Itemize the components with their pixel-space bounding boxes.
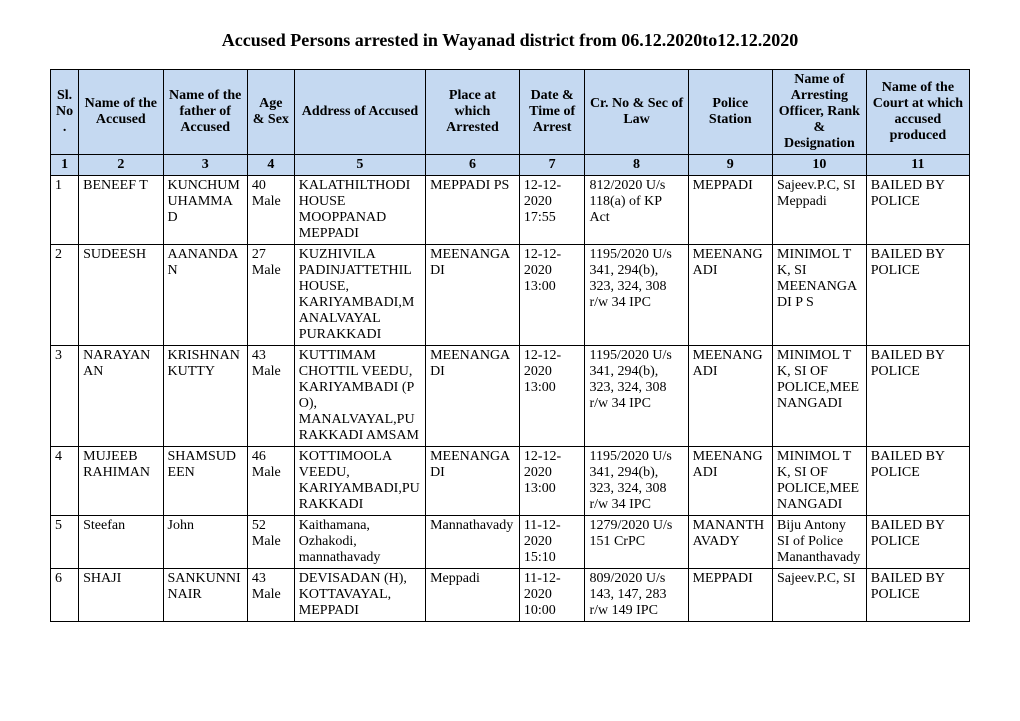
cell: 43 Male — [247, 569, 294, 622]
table-row: 6 SHAJI SANKUNNI NAIR 43 Male DEVISADAN … — [51, 569, 970, 622]
cell: BAILED BY POLICE — [866, 176, 969, 245]
cell: 5 — [51, 516, 79, 569]
cell: MEPPADI PS — [426, 176, 520, 245]
cell: 1279/2020 U/s 151 CrPC — [585, 516, 688, 569]
cell: BAILED BY POLICE — [866, 245, 969, 346]
cell: 812/2020 U/s 118(a) of KP Act — [585, 176, 688, 245]
col-number: 2 — [79, 155, 163, 176]
cell: 1195/2020 U/s 341, 294(b), 323, 324, 308… — [585, 447, 688, 516]
col-number: 5 — [294, 155, 425, 176]
arrests-table: Sl. No. Name of the Accused Name of the … — [50, 69, 970, 622]
cell: John — [163, 516, 247, 569]
table-row: 2 SUDEESH AANANDAN 27 Male KUZHIVILA PAD… — [51, 245, 970, 346]
col-header: Age & Sex — [247, 70, 294, 155]
table-row: 5 Steefan John 52 Male Kaithamana, Ozhak… — [51, 516, 970, 569]
col-header: Name of the Court at which accused produ… — [866, 70, 969, 155]
col-header: Sl. No. — [51, 70, 79, 155]
table-row: 1 BENEEF T KUNCHUMUHAMMAD 40 Male KALATH… — [51, 176, 970, 245]
cell: Sajeev.P.C, SI Meppadi — [773, 176, 867, 245]
cell: SHAJI — [79, 569, 163, 622]
page-title: Accused Persons arrested in Wayanad dist… — [50, 30, 970, 51]
cell: MANANTHAVADY — [688, 516, 772, 569]
cell: 12-12-2020 13:00 — [519, 245, 585, 346]
header-row: Sl. No. Name of the Accused Name of the … — [51, 70, 970, 155]
col-number: 9 — [688, 155, 772, 176]
col-number: 3 — [163, 155, 247, 176]
cell: KUZHIVILA PADINJATTETHIL HOUSE, KARIYAMB… — [294, 245, 425, 346]
col-number: 8 — [585, 155, 688, 176]
cell: 1195/2020 U/s 341, 294(b), 323, 324, 308… — [585, 346, 688, 447]
cell: MINIMOL T K, SI OF POLICE,MEENANGADI — [773, 346, 867, 447]
cell: 6 — [51, 569, 79, 622]
cell: KOTTIMOOLA VEEDU, KARIYAMBADI,PURAKKADI — [294, 447, 425, 516]
cell: 46 Male — [247, 447, 294, 516]
col-header: Name of Arresting Officer, Rank & Design… — [773, 70, 867, 155]
cell: 12-12-2020 13:00 — [519, 447, 585, 516]
cell: 4 — [51, 447, 79, 516]
col-number-row: 1 2 3 4 5 6 7 8 9 10 11 — [51, 155, 970, 176]
cell: MINIMOL T K, SI OF POLICE,MEENANGADI — [773, 447, 867, 516]
cell: 3 — [51, 346, 79, 447]
col-header: Place at which Arrested — [426, 70, 520, 155]
cell: SANKUNNI NAIR — [163, 569, 247, 622]
cell: MUJEEB RAHIMAN — [79, 447, 163, 516]
cell: Meppadi — [426, 569, 520, 622]
cell: MEENANGADI — [688, 245, 772, 346]
cell: 809/2020 U/s 143, 147, 283 r/w 149 IPC — [585, 569, 688, 622]
cell: 52 Male — [247, 516, 294, 569]
cell: MEENANGADI — [426, 346, 520, 447]
cell: 2 — [51, 245, 79, 346]
col-number: 11 — [866, 155, 969, 176]
col-header: Cr. No & Sec of Law — [585, 70, 688, 155]
cell: KUNCHUMUHAMMAD — [163, 176, 247, 245]
cell: BAILED BY POLICE — [866, 346, 969, 447]
cell: SUDEESH — [79, 245, 163, 346]
cell: MINIMOL T K, SI MEENANGADI P S — [773, 245, 867, 346]
cell: 11-12-2020 10:00 — [519, 569, 585, 622]
cell: 1 — [51, 176, 79, 245]
col-number: 4 — [247, 155, 294, 176]
cell: MEPPADI — [688, 569, 772, 622]
cell: KUTTIMAM CHOTTIL VEEDU, KARIYAMBADI (P O… — [294, 346, 425, 447]
cell: AANANDAN — [163, 245, 247, 346]
cell: NARAYANAN — [79, 346, 163, 447]
cell: BAILED BY POLICE — [866, 569, 969, 622]
cell: 1195/2020 U/s 341, 294(b), 323, 324, 308… — [585, 245, 688, 346]
col-number: 6 — [426, 155, 520, 176]
cell: 40 Male — [247, 176, 294, 245]
cell: Steefan — [79, 516, 163, 569]
table-body: 1 2 3 4 5 6 7 8 9 10 11 1 BENEEF T KUNCH… — [51, 155, 970, 622]
col-number: 1 — [51, 155, 79, 176]
col-header: Police Station — [688, 70, 772, 155]
cell: MEENANGADI — [688, 346, 772, 447]
cell: 27 Male — [247, 245, 294, 346]
cell: MEPPADI — [688, 176, 772, 245]
table-row: 3 NARAYANAN KRISHNAN KUTTY 43 Male KUTTI… — [51, 346, 970, 447]
col-header: Date & Time of Arrest — [519, 70, 585, 155]
cell: Kaithamana, Ozhakodi, mannathavady — [294, 516, 425, 569]
cell: BENEEF T — [79, 176, 163, 245]
cell: 11-12-2020 15:10 — [519, 516, 585, 569]
cell: MEENANGADI — [688, 447, 772, 516]
cell: MEENANGADI — [426, 245, 520, 346]
cell: KRISHNAN KUTTY — [163, 346, 247, 447]
col-number: 7 — [519, 155, 585, 176]
cell: KALATHILTHODI HOUSE MOOPPANAD MEPPADI — [294, 176, 425, 245]
table-row: 4 MUJEEB RAHIMAN SHAMSUDEEN 46 Male KOTT… — [51, 447, 970, 516]
col-header: Name of the father of Accused — [163, 70, 247, 155]
col-header: Name of the Accused — [79, 70, 163, 155]
cell: DEVISADAN (H), KOTTAVAYAL, MEPPADI — [294, 569, 425, 622]
cell: BAILED BY POLICE — [866, 447, 969, 516]
cell: Biju Antony SI of Police Mananthavady — [773, 516, 867, 569]
cell: SHAMSUDEEN — [163, 447, 247, 516]
cell: 12-12-2020 13:00 — [519, 346, 585, 447]
cell: 12-12-2020 17:55 — [519, 176, 585, 245]
cell: BAILED BY POLICE — [866, 516, 969, 569]
cell: MEENANGADI — [426, 447, 520, 516]
cell: Sajeev.P.C, SI — [773, 569, 867, 622]
col-number: 10 — [773, 155, 867, 176]
cell: 43 Male — [247, 346, 294, 447]
col-header: Address of Accused — [294, 70, 425, 155]
cell: Mannathavady — [426, 516, 520, 569]
